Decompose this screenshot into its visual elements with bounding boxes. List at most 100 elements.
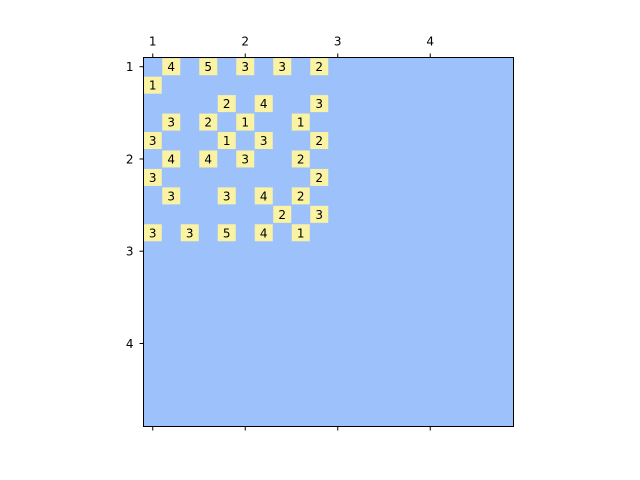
cell-box	[310, 132, 329, 150]
cell-box	[217, 224, 236, 242]
cell-box	[143, 168, 162, 186]
cell-30: 3	[180, 224, 199, 242]
cell-box	[143, 224, 162, 242]
cell-box	[143, 76, 162, 94]
cell-label: 4	[260, 226, 268, 240]
cell-label: 3	[315, 208, 323, 222]
cell-27: 2	[273, 205, 292, 223]
cell-label: 4	[260, 97, 268, 111]
cell-box	[273, 58, 292, 76]
cells-layer: 4 5 3 3 212 4 33 2 1 13 1 3 24 4 3 23 23 3 4 22 33 3 5 4 1	[143, 58, 329, 242]
cell-box	[291, 224, 310, 242]
cell-4: 2	[310, 58, 329, 76]
x-tick-label: 2	[241, 35, 249, 49]
cell-box	[199, 113, 218, 131]
cell-0: 4	[162, 58, 181, 76]
cell-label: 1	[149, 79, 157, 93]
cell-7: 4	[254, 95, 273, 113]
cell-1: 5	[199, 58, 218, 76]
cell-6: 2	[217, 95, 236, 113]
cell-label: 1	[297, 116, 305, 130]
cell-box	[143, 132, 162, 150]
cell-box	[162, 113, 181, 131]
cell-label: 3	[241, 60, 249, 74]
cell-box	[162, 58, 181, 76]
x-tick-label: 4	[426, 35, 434, 49]
cell-label: 3	[315, 97, 323, 111]
cell-13: 3	[143, 132, 162, 150]
cell-16: 2	[310, 132, 329, 150]
y-tick-label: 3	[126, 245, 134, 259]
x-tick-label: 3	[334, 35, 342, 49]
cell-box	[291, 187, 310, 205]
cell-label: 5	[204, 60, 212, 74]
cell-box	[236, 58, 255, 76]
cell-14: 1	[217, 132, 236, 150]
cell-label: 2	[223, 97, 231, 111]
cell-33: 1	[291, 224, 310, 242]
cell-label: 5	[223, 226, 231, 240]
cell-box	[162, 187, 181, 205]
cell-label: 2	[315, 171, 323, 185]
cell-label: 2	[278, 208, 286, 222]
cell-box	[254, 187, 273, 205]
cell-9: 3	[162, 113, 181, 131]
cell-label: 3	[186, 226, 194, 240]
cell-label: 1	[241, 116, 249, 130]
x-tick-label: 1	[149, 35, 157, 49]
cell-28: 3	[310, 205, 329, 223]
cell-box	[236, 113, 255, 131]
cell-label: 3	[149, 171, 157, 185]
cell-25: 4	[254, 187, 273, 205]
cell-box	[217, 95, 236, 113]
cell-box	[291, 113, 310, 131]
y-tick-label: 4	[126, 337, 134, 351]
cell-3: 3	[273, 58, 292, 76]
cell-label: 2	[315, 60, 323, 74]
cell-17: 4	[162, 150, 181, 168]
cell-22: 2	[310, 168, 329, 186]
y-tick-label: 2	[126, 152, 134, 166]
cell-label: 3	[241, 152, 249, 166]
cell-label: 2	[204, 116, 212, 130]
cell-box	[310, 205, 329, 223]
cell-box	[180, 224, 199, 242]
cell-label: 3	[149, 226, 157, 240]
cell-20: 2	[291, 150, 310, 168]
cell-label: 3	[149, 134, 157, 148]
cell-box	[273, 205, 292, 223]
plot-frame	[143, 57, 514, 427]
plot-background	[143, 57, 514, 427]
cell-label: 2	[297, 152, 305, 166]
cell-10: 2	[199, 113, 218, 131]
cell-box	[254, 95, 273, 113]
cell-label: 3	[167, 189, 175, 203]
cell-19: 3	[236, 150, 255, 168]
cell-box	[236, 150, 255, 168]
cell-box	[254, 224, 273, 242]
cell-label: 4	[204, 152, 212, 166]
cell-box	[162, 150, 181, 168]
cell-label: 3	[278, 60, 286, 74]
cell-label: 3	[167, 116, 175, 130]
cell-11: 1	[236, 113, 255, 131]
cell-box	[254, 132, 273, 150]
cell-box	[199, 58, 218, 76]
cell-29: 3	[143, 224, 162, 242]
y-tick-label: 1	[126, 60, 134, 74]
cell-8: 3	[310, 95, 329, 113]
cell-label: 1	[223, 134, 231, 148]
cell-label: 3	[260, 134, 268, 148]
cell-5: 1	[143, 76, 162, 94]
cell-label: 4	[167, 60, 175, 74]
cell-box	[310, 168, 329, 186]
cell-12: 1	[291, 113, 310, 131]
cell-label: 4	[167, 152, 175, 166]
cell-box	[217, 187, 236, 205]
cell-31: 5	[217, 224, 236, 242]
cell-32: 4	[254, 224, 273, 242]
cell-box	[310, 95, 329, 113]
cell-2: 3	[236, 58, 255, 76]
